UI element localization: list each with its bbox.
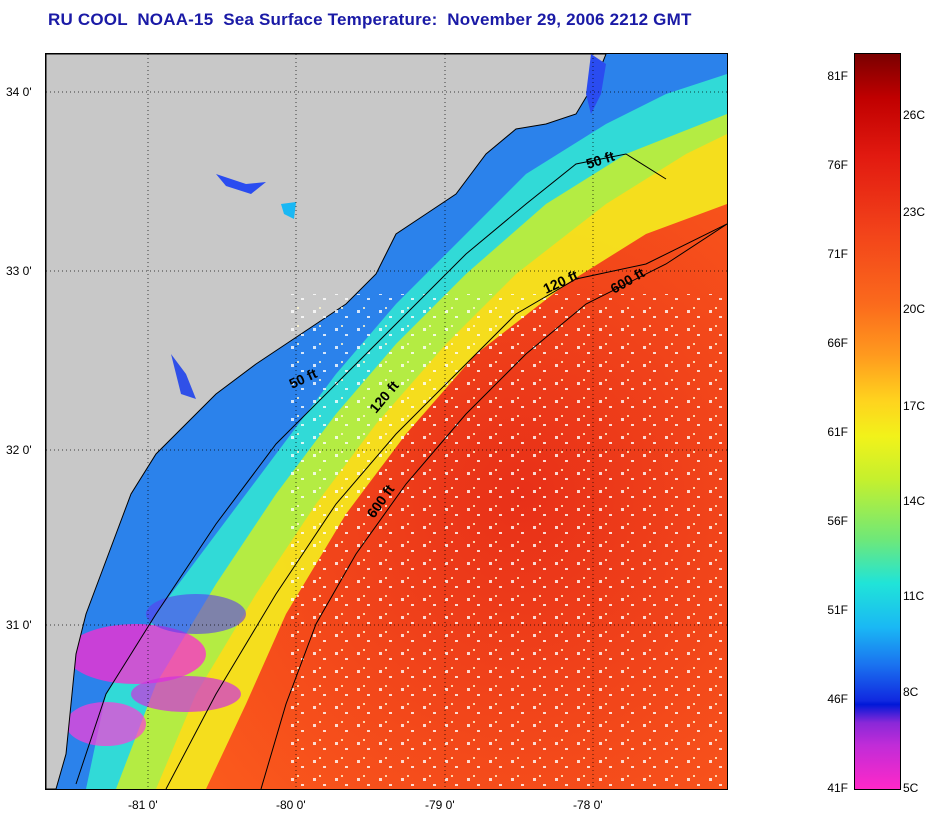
land bbox=[46, 54, 607, 789]
colorbar-label-f: 71F bbox=[827, 247, 848, 261]
estuary bbox=[216, 174, 266, 194]
colorbar-label-c: 14C bbox=[903, 494, 926, 508]
lon-label: -80 0' bbox=[276, 798, 306, 812]
graticule bbox=[46, 54, 727, 789]
sst-cold-patch bbox=[146, 594, 246, 634]
colorbar-label-f: 41F bbox=[827, 781, 848, 795]
contour-50ft bbox=[75, 153, 667, 785]
colorbar-label-f: 56F bbox=[827, 514, 848, 528]
colorbar-label-c: 23C bbox=[903, 205, 926, 219]
colorbar-label-f: 46F bbox=[827, 692, 848, 706]
colorbar-label-c: 20C bbox=[903, 302, 926, 316]
sst-cold-patch bbox=[131, 676, 241, 712]
colorbar-label-c: 8C bbox=[903, 685, 919, 699]
colorbar bbox=[854, 53, 901, 790]
colorbar-label-f: 76F bbox=[827, 158, 848, 172]
sst-cold-patch bbox=[66, 702, 146, 746]
estuary bbox=[281, 202, 296, 219]
lon-label: -81 0' bbox=[128, 798, 158, 812]
estuary bbox=[586, 54, 606, 114]
map-title: RU COOL NOAA-15 Sea Surface Temperature:… bbox=[48, 10, 692, 29]
colorbar-label-c: 17C bbox=[903, 399, 926, 413]
sst-map[interactable]: 50 ft 50 ft 120 ft 120 ft 600 ft 600 ft bbox=[45, 53, 728, 790]
lat-label: 34 0' bbox=[6, 85, 32, 99]
sst-cold-patch bbox=[66, 624, 206, 684]
colorbar-label-f: 81F bbox=[827, 69, 848, 83]
lon-label: -79 0' bbox=[425, 798, 455, 812]
colorbar-label-f: 66F bbox=[827, 336, 848, 350]
lat-label: 32 0' bbox=[6, 443, 32, 457]
contour-600ft bbox=[260, 223, 727, 789]
colorbar-label-c: 11C bbox=[903, 589, 925, 603]
colorbar-label-c: 5C bbox=[903, 781, 919, 795]
lat-label: 31 0' bbox=[6, 618, 32, 632]
lon-label: -78 0' bbox=[573, 798, 603, 812]
sst-map-canvas: 50 ft 50 ft 120 ft 120 ft 600 ft 600 ft bbox=[46, 54, 727, 789]
colorbar-label-f: 61F bbox=[827, 425, 848, 439]
estuary bbox=[171, 354, 196, 399]
lat-label: 33 0' bbox=[6, 264, 32, 278]
colorbar-label-f: 51F bbox=[827, 603, 848, 617]
cloud-mask bbox=[286, 294, 727, 789]
colorbar-label-c: 26C bbox=[903, 108, 926, 122]
